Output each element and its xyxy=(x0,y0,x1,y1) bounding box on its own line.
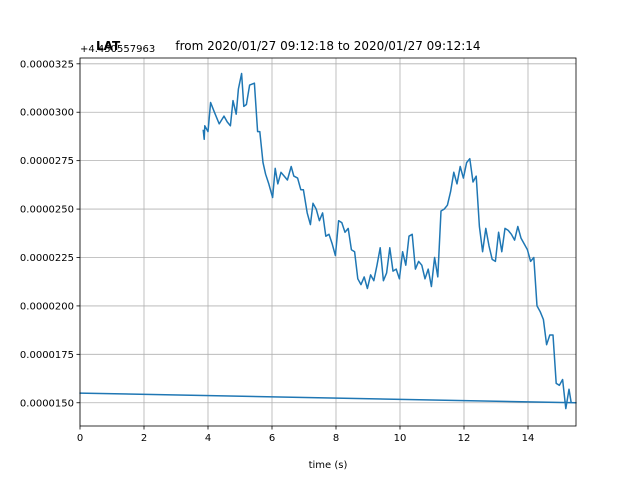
x-tick-label: 6 xyxy=(269,433,275,444)
chart-title-overlay: LAT xyxy=(96,39,121,53)
y-tick-label: 0.0000275 xyxy=(20,156,74,167)
x-tick-label: 2 xyxy=(141,433,147,444)
plot-frame xyxy=(79,57,577,427)
series-line xyxy=(79,72,577,410)
y-tick-label: 0.0000150 xyxy=(20,398,74,409)
chart-title: from 2020/01/27 09:12:18 to 2020/01/27 0… xyxy=(175,39,480,53)
x-tick-label: 10 xyxy=(394,433,407,444)
axis-ticks: 0 2 4 6 8 10 12 14 0.0000150 0.0000175 0.0000200 0.… xyxy=(20,59,534,444)
data-series xyxy=(79,72,577,410)
y-tick-label: 0.0000175 xyxy=(20,350,74,361)
y-tick-label: 0.0000200 xyxy=(20,301,74,312)
y-tick-label: 0.0000300 xyxy=(20,108,74,119)
x-tick-label: 8 xyxy=(333,433,339,444)
x-tick-label: 4 xyxy=(205,433,211,444)
y-tick-label: 0.0000325 xyxy=(20,59,74,70)
y-offset-label: +4.450557963 xyxy=(80,44,155,55)
y-tick-label: 0.0000225 xyxy=(20,253,74,264)
x-tick-label: 12 xyxy=(458,433,471,444)
x-axis-label: time (s) xyxy=(309,460,348,471)
y-tick-label: 0.0000250 xyxy=(20,205,74,216)
x-tick-label: 0 xyxy=(77,433,83,444)
x-tick-label: 14 xyxy=(522,433,535,444)
